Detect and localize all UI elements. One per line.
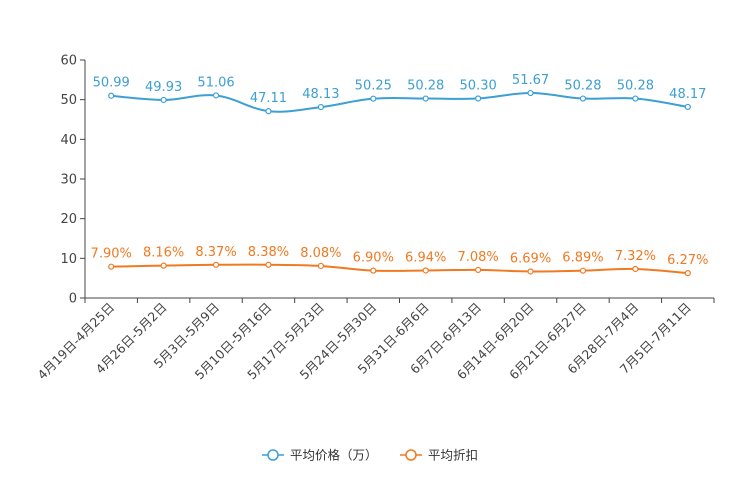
data-point[interactable]: [633, 266, 638, 271]
data-label: 6.69%: [510, 251, 551, 266]
data-point[interactable]: [161, 97, 166, 102]
data-point[interactable]: [633, 96, 638, 101]
data-point[interactable]: [580, 96, 585, 101]
data-label: 49.93: [145, 80, 182, 95]
legend-marker: [406, 450, 416, 460]
y-tick-label: 0: [69, 292, 77, 307]
data-point[interactable]: [109, 264, 114, 269]
legend-item-2[interactable]: 平均折扣: [400, 448, 478, 463]
data-label: 50.99: [93, 76, 130, 91]
data-point[interactable]: [423, 268, 428, 273]
data-point[interactable]: [318, 263, 323, 268]
legend-label: 平均折扣: [428, 448, 478, 463]
data-label: 6.94%: [405, 250, 446, 265]
data-point[interactable]: [528, 269, 533, 274]
line-chart: 01020304050604月19日-4月25日4月26日-5月2日5月3日-5…: [0, 0, 744, 496]
data-label: 51.06: [197, 75, 234, 90]
series-line-2: [111, 265, 688, 273]
data-point[interactable]: [109, 93, 114, 98]
legend[interactable]: 平均价格（万） 平均折扣: [262, 448, 478, 463]
data-label: 8.37%: [195, 245, 236, 260]
data-label: 50.28: [617, 79, 654, 94]
y-tick-label: 30: [60, 173, 77, 188]
legend-label: 平均价格（万）: [290, 448, 378, 463]
y-tick-label: 60: [60, 54, 77, 69]
legend-marker: [268, 450, 278, 460]
data-label: 48.13: [302, 87, 339, 102]
y-tick-label: 20: [60, 212, 77, 227]
data-label: 51.67: [512, 73, 549, 88]
data-point[interactable]: [685, 271, 690, 276]
data-point[interactable]: [266, 109, 271, 114]
data-label: 48.17: [669, 87, 706, 102]
data-point[interactable]: [266, 262, 271, 267]
data-point[interactable]: [371, 96, 376, 101]
y-tick-label: 10: [60, 252, 77, 267]
axes: 01020304050604月19日-4月25日4月26日-5月2日5月3日-5…: [34, 54, 714, 383]
data-point[interactable]: [528, 91, 533, 96]
data-point[interactable]: [214, 262, 219, 267]
data-label: 7.32%: [615, 249, 656, 264]
data-label: 6.27%: [667, 253, 708, 268]
data-point[interactable]: [580, 268, 585, 273]
data-label: 8.38%: [248, 245, 289, 260]
data-point[interactable]: [423, 96, 428, 101]
data-point[interactable]: [371, 268, 376, 273]
data-label: 7.08%: [457, 250, 498, 265]
y-tick-label: 40: [60, 133, 77, 148]
legend-item-1[interactable]: 平均价格（万）: [262, 448, 378, 463]
data-label: 8.08%: [300, 246, 341, 261]
data-label: 7.90%: [91, 247, 132, 262]
y-tick-label: 50: [60, 93, 77, 108]
series-labels: 50.99 49.93 51.06 47.11 48.13 50.25 50.28 50.30…: [91, 73, 709, 268]
data-point[interactable]: [161, 263, 166, 268]
data-point[interactable]: [318, 105, 323, 110]
data-label: 6.89%: [562, 251, 603, 266]
data-point[interactable]: [214, 93, 219, 98]
data-point[interactable]: [476, 96, 481, 101]
data-label: 50.25: [355, 79, 392, 94]
series-line-1: [111, 93, 688, 112]
data-label: 50.28: [564, 79, 601, 94]
data-point[interactable]: [476, 267, 481, 272]
data-point[interactable]: [685, 104, 690, 109]
data-label: 8.16%: [143, 246, 184, 261]
data-label: 47.11: [250, 91, 287, 106]
data-label: 50.30: [460, 78, 497, 93]
data-label: 6.90%: [353, 251, 394, 266]
data-label: 50.28: [407, 79, 444, 94]
